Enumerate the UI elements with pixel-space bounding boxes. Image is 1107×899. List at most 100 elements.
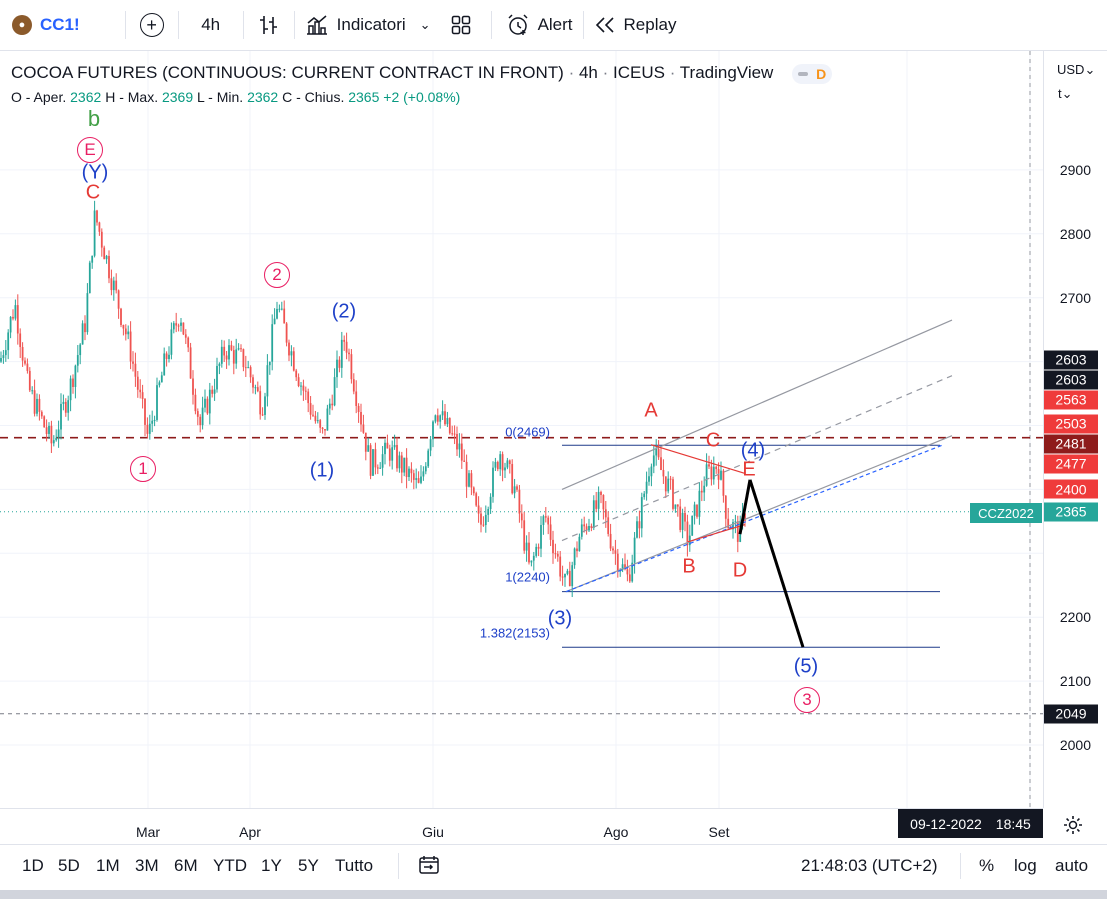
candle-body [518,489,521,514]
replay-button[interactable]: Replay [584,0,687,50]
candle-body [492,467,494,497]
price-label: 2503 [1044,414,1098,434]
candle-body [458,443,461,450]
candle-body [674,504,677,509]
wave-4-label: (4) [740,439,766,462]
range-5d-button[interactable]: 5D [58,856,80,875]
candle-body [153,419,156,421]
candle-body [720,470,722,480]
candle-body [547,517,550,525]
candle-body [595,500,598,509]
candle-body [91,255,94,263]
price-tick: 2800 [1059,225,1091,242]
candle-body [355,391,358,406]
candle-body [165,353,168,359]
layouts-button[interactable] [441,0,481,50]
channel-mid-dashed-line [561,375,953,542]
wave-E-circle-label: E [77,137,103,163]
chevron-down-icon: ⌄ [1061,86,1073,101]
channel-lower-line [565,435,953,593]
candle-body [19,333,22,348]
candle-body [124,328,127,335]
candle-body [278,308,281,310]
candle-body [602,494,605,510]
candle-body [604,509,607,518]
candle-body [408,468,410,478]
candle-body [290,351,293,356]
candle-body [189,347,192,379]
candle-body [698,490,701,517]
range-5y-button[interactable]: 5Y [298,856,319,875]
indicators-button[interactable]: Indicatori ⌄ [295,0,441,50]
candle-body [36,398,38,414]
candle-body [508,460,511,465]
candle-body [12,316,14,319]
candle-body [648,476,650,482]
date-range-button[interactable] [418,855,440,880]
candle-body [115,280,118,291]
candle-body [259,391,262,415]
triangle-D-label: D [732,559,748,582]
candle-body [708,464,710,467]
range-3m-button[interactable]: 3M [135,856,159,875]
candle-body [451,433,454,435]
price-chart[interactable] [0,51,1043,808]
candle-body [309,403,312,415]
cocoa-logo-icon: ● [12,15,32,35]
candle-body [432,421,434,440]
candle-body [607,517,610,534]
log-toggle[interactable]: log [1014,856,1037,875]
currency-selector[interactable]: USD⌄ [1057,62,1095,78]
wave-C-top-label: C [85,181,101,204]
range-1d-button[interactable]: 1D [22,856,44,875]
price-label: 2049 [1044,704,1098,724]
candle-body [592,500,595,529]
clock-timezone[interactable]: 21:48:03 (UTC+2) [801,856,938,875]
add-symbol-button[interactable]: + [139,0,164,50]
candle-body [369,445,372,476]
range-ytd-button[interactable]: YTD [213,856,247,875]
candle-body [667,478,670,492]
time-axis[interactable] [0,808,1043,845]
percent-toggle[interactable]: % [979,856,995,875]
fib-1382-label: 1.382(2153) [479,625,550,641]
candle-body [614,550,617,554]
chart-type-button[interactable] [244,0,294,50]
currency-label: USD [1057,62,1085,77]
candle-body [304,390,307,392]
price-tick: 2900 [1059,161,1091,178]
range-all-button[interactable]: Tutto [335,856,374,875]
candle-body [561,576,564,578]
toolbar-divider [293,11,295,39]
candle-body [218,363,221,366]
range-6m-button[interactable]: 6M [174,856,198,875]
unit-selector[interactable]: t⌄ [1058,86,1073,102]
settings-button[interactable] [1062,814,1084,841]
candle-body [434,415,437,422]
low-value: 2362 [247,88,279,105]
candle-body [276,308,278,319]
time-label-apr: Apr [239,824,261,840]
candle-body [456,434,458,450]
contract-label: CCZ2022 [970,503,1042,523]
auto-toggle[interactable]: auto [1055,856,1089,875]
candle-body [302,385,305,391]
candle-body [448,418,451,434]
change-value: +2 (+0.08%) [383,88,461,105]
candle-body [144,398,146,425]
range-1m-button[interactable]: 1M [96,856,120,875]
alert-button[interactable]: Alert [492,0,583,50]
candle-body [283,308,286,324]
range-1y-button[interactable]: 1Y [261,856,282,875]
symbol-selector[interactable]: ● CC1! [0,0,80,50]
candle-body [679,506,682,530]
interval-button[interactable]: 4h [179,0,243,50]
candle-body [362,424,365,433]
candle-body [372,449,374,476]
candle-body [660,457,662,470]
candle-body [103,247,106,260]
candle-body [213,389,216,394]
market-status-pill[interactable]: D [792,63,833,84]
drawings [561,319,953,648]
candle-body [175,323,178,326]
